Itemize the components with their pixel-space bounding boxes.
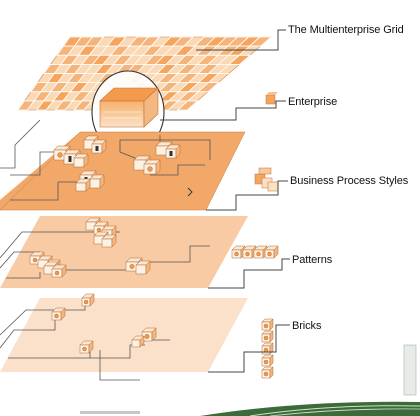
mouse-cursor-icon <box>187 187 193 197</box>
patterns-label: Patterns <box>292 254 333 266</box>
leader-lines <box>160 29 290 373</box>
grid-label: The Multienterprise Grid <box>288 24 404 36</box>
enterprise-label: Enterprise <box>288 96 338 108</box>
bps-legend-icon <box>254 167 279 192</box>
footer-decoration <box>80 401 420 416</box>
enterprise-legend-icon <box>265 92 278 105</box>
component-block <box>91 139 107 154</box>
component-block <box>135 260 151 275</box>
pattern-legend-block <box>264 245 279 259</box>
bps-cluster <box>75 170 105 192</box>
bricks-label: Bricks <box>292 320 322 332</box>
component-block <box>143 159 161 175</box>
component-block <box>73 153 89 168</box>
bps-cluster <box>53 145 89 168</box>
pattern-cluster <box>43 261 67 278</box>
component-block <box>51 264 67 278</box>
brick-legend-block <box>261 366 274 379</box>
bps-cluster <box>83 135 107 154</box>
legend-icons <box>231 92 279 379</box>
brick-legend-block <box>261 354 274 367</box>
brick-legend-block <box>261 342 274 355</box>
component-block <box>101 234 117 248</box>
brick-block <box>81 293 95 307</box>
brick-legend-block <box>261 318 274 331</box>
bricks-legend-icon <box>261 318 274 379</box>
bps-layer <box>0 119 246 211</box>
bps-cluster <box>133 155 161 175</box>
component-block <box>165 144 181 159</box>
scroll-indicator <box>403 344 417 396</box>
bps-label: Business Process Styles <box>290 175 409 187</box>
patterns-layer <box>0 216 248 288</box>
pattern-cluster <box>125 257 151 275</box>
bricks-layer <box>0 293 248 381</box>
bps-cluster <box>155 141 181 159</box>
patterns-legend-icon <box>231 245 279 259</box>
brick-legend-block <box>261 330 274 343</box>
brick-block <box>131 335 145 348</box>
pattern-legend-block <box>231 245 246 259</box>
component-block <box>75 178 91 192</box>
pattern-cluster <box>93 231 117 248</box>
component-block <box>89 174 105 189</box>
brick-block <box>79 340 94 354</box>
brick-block <box>141 327 157 342</box>
brick-block <box>51 307 66 321</box>
